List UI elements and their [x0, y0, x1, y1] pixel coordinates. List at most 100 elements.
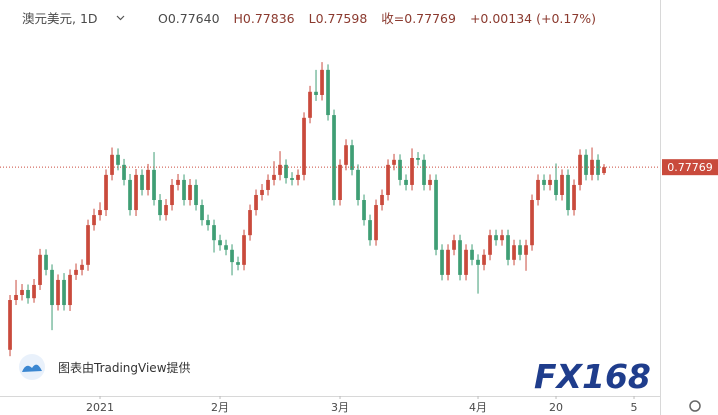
candle-body [464, 249, 468, 275]
candle-body [176, 179, 180, 185]
candle-body [476, 259, 480, 265]
candle-body [290, 178, 294, 180]
legend-item: +0.00134 (+0.17%) [470, 11, 596, 26]
candle-body [134, 174, 138, 211]
candle-body [470, 249, 474, 260]
legend-item: O0.77640 [158, 11, 220, 26]
candle-body [350, 145, 354, 170]
candle-body [44, 254, 48, 270]
candle-body [446, 249, 450, 275]
candle-body [200, 205, 204, 221]
candle-body [104, 174, 108, 211]
candle-body [356, 169, 360, 201]
candle-body [308, 91, 312, 118]
watermark-text: 图表由TradingView提供 [58, 360, 191, 375]
candle-body [170, 184, 174, 206]
candle-body [602, 167, 606, 174]
x-tick-label: 4月 [469, 401, 487, 414]
logo: FX168 [534, 357, 651, 396]
candle-body [32, 284, 36, 299]
candle-body [212, 225, 216, 241]
candle-body [146, 169, 150, 190]
candle-body [530, 200, 534, 246]
last-price-box [662, 159, 718, 176]
legend-item: 收=0.77769 [381, 11, 456, 26]
candle-body [38, 254, 42, 285]
candle-body [416, 158, 420, 160]
candle-body [386, 164, 390, 195]
candle-body [206, 220, 210, 226]
candle-body [92, 215, 96, 226]
candle-body [542, 179, 546, 185]
candle-body [116, 154, 120, 165]
last-price-label: 0.77769 [667, 161, 713, 174]
candle-body [230, 249, 234, 263]
candle-body [122, 164, 126, 180]
candle-body [242, 235, 246, 265]
candle-body [518, 245, 522, 255]
candle-body [536, 179, 540, 201]
candle-body [380, 194, 384, 206]
candle-body [152, 169, 156, 201]
candle-body [302, 117, 306, 175]
candle-body [440, 249, 444, 275]
candle-body [566, 174, 570, 211]
candle-body [248, 210, 252, 236]
candle-body [164, 205, 168, 216]
x-tick-label: 2月 [211, 401, 229, 414]
ohlc-legend: O0.77640 H0.77836 L0.77598 收=0.77769 +0.0013… [158, 11, 596, 26]
candle-body [254, 194, 258, 211]
candle-body [554, 179, 558, 195]
symbol-dropdown[interactable] [116, 15, 125, 21]
candle-body [158, 200, 162, 216]
candle-body [8, 300, 12, 350]
candle-body [560, 174, 564, 195]
legend-item: L0.77598 [309, 11, 368, 26]
candle-body [578, 154, 582, 185]
candle-body [272, 174, 276, 180]
x-tick-label: 5 [631, 401, 638, 414]
candle-body [338, 164, 342, 201]
candle-body [572, 184, 576, 211]
candle-body [224, 245, 228, 250]
candle-body [332, 115, 336, 201]
candle-body [428, 179, 432, 185]
candle-body [458, 240, 462, 275]
candle-body [548, 179, 552, 185]
candle-body [344, 145, 348, 165]
candle-body [20, 289, 24, 295]
candle-body [62, 279, 66, 306]
candle-body [50, 269, 54, 306]
x-tick-label: 20 [549, 401, 563, 414]
candle-body [86, 225, 90, 265]
candle-body [326, 69, 330, 116]
candle-body [494, 235, 498, 241]
candle-body [188, 184, 192, 201]
x-tick-label: 2021 [86, 401, 114, 414]
settings-button[interactable] [689, 400, 701, 412]
candle-body [74, 269, 78, 275]
candle-body [194, 184, 198, 206]
candle-body [410, 158, 414, 185]
candle-body [506, 235, 510, 260]
candle-body [398, 159, 402, 180]
watermark-icon [19, 354, 45, 380]
candle-body [422, 159, 426, 185]
candle-body [296, 174, 300, 180]
candle-body [80, 264, 84, 270]
candle-body [374, 205, 378, 241]
candle-body [140, 174, 144, 190]
candle-body [266, 179, 270, 190]
x-tick-label: 3月 [331, 401, 349, 414]
candle-body [482, 254, 486, 265]
watermark-icon-cloud [22, 364, 42, 372]
candle-body [596, 159, 600, 175]
candle-body [320, 69, 324, 95]
candle-body [512, 245, 516, 260]
legend-item: H0.77836 [234, 11, 295, 26]
candle-body [524, 245, 528, 255]
candle-body [314, 91, 318, 95]
candle-body [26, 289, 30, 299]
